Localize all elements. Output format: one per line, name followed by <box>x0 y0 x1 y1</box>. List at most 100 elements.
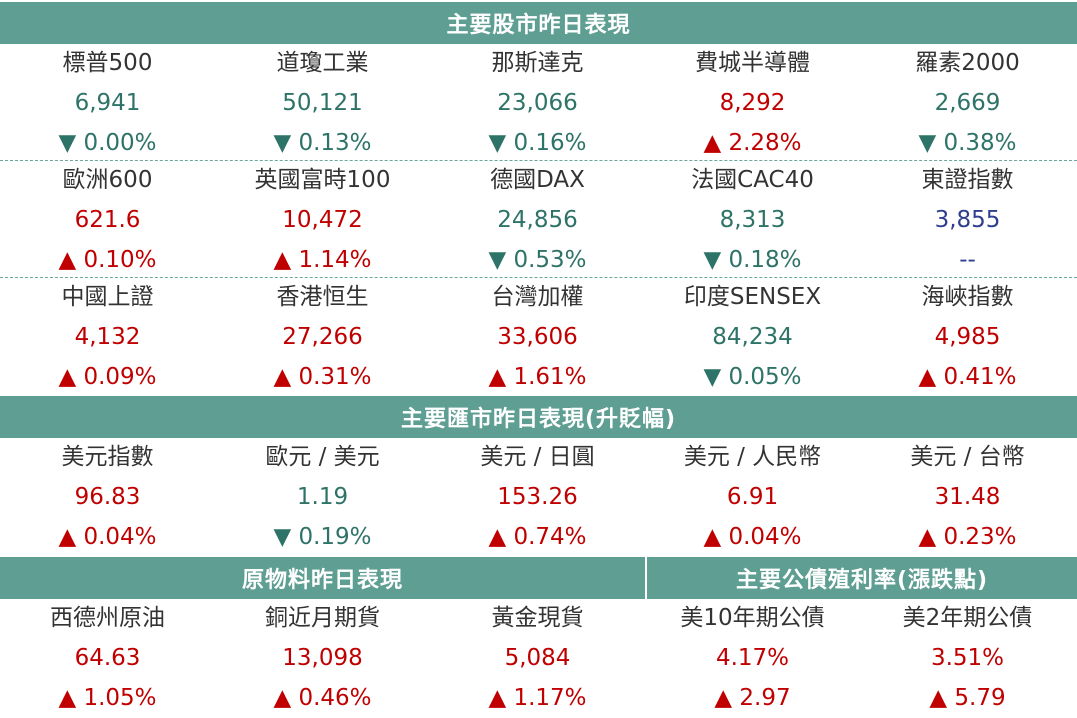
quote-change: ▼ 0.16% <box>488 130 587 156</box>
quote-change: -- <box>959 247 976 273</box>
quote-name: 那斯達克 <box>491 50 584 76</box>
quote-value: 10,472 <box>282 207 363 233</box>
quote-change: ▼ 0.00% <box>58 130 157 156</box>
quote-sox: 費城半導體 8,292 ▲ 2.28% <box>645 44 860 160</box>
quote-name: 歐元 / 美元 <box>265 444 380 470</box>
quote-name: 美2年期公債 <box>902 605 1033 631</box>
commodities-bonds-row: 西德州原油 64.63 ▲ 1.05% 銅近月期貨 13,098 ▲ 0.46%… <box>0 599 1077 715</box>
quote-dax: 德國DAX 24,856 ▼ 0.53% <box>430 161 645 277</box>
quote-us10y: 美10年期公債 4.17% ▲ 2.97 <box>645 599 860 715</box>
quote-value: 6,941 <box>74 90 141 116</box>
quote-change: ▲ 0.10% <box>58 247 157 273</box>
quote-usdtwd: 美元 / 台幣 31.48 ▲ 0.23% <box>860 438 1075 554</box>
stocks-row-1: 標普500 6,941 ▼ 0.00% 道瓊工業 50,121 ▼ 0.13% … <box>0 44 1077 160</box>
quote-value: 2,669 <box>934 90 1001 116</box>
quote-russell2000: 羅素2000 2,669 ▼ 0.38% <box>860 44 1075 160</box>
quote-value: 5,084 <box>504 645 571 671</box>
quote-straits-times: 海峽指數 4,985 ▲ 0.41% <box>860 278 1075 394</box>
quote-change: ▼ 0.19% <box>273 524 372 550</box>
quote-name: 美元 / 台幣 <box>910 444 1025 470</box>
quote-change: ▲ 1.61% <box>488 364 587 390</box>
quote-change: ▼ 0.13% <box>273 130 372 156</box>
quote-value: 6.91 <box>726 484 779 510</box>
quote-value: 31.48 <box>934 484 1001 510</box>
quote-dxy: 美元指數 96.83 ▲ 0.04% <box>0 438 215 554</box>
quote-change: ▲ 0.09% <box>58 364 157 390</box>
quote-value: 27,266 <box>282 324 363 350</box>
quote-name: 羅素2000 <box>915 50 1020 76</box>
quote-change: ▼ 0.53% <box>488 247 587 273</box>
bonds-header: 主要公債殖利率(漲跌點) <box>647 557 1077 599</box>
quote-value: 50,121 <box>282 90 363 116</box>
quote-usdjpy: 美元 / 日圓 153.26 ▲ 0.74% <box>430 438 645 554</box>
quote-change: ▲ 1.14% <box>273 247 372 273</box>
quote-name: 海峽指數 <box>921 284 1014 310</box>
quote-name: 黃金現貨 <box>491 605 584 631</box>
quote-value: 3,855 <box>934 207 1001 233</box>
quote-eurusd: 歐元 / 美元 1.19 ▼ 0.19% <box>215 438 430 554</box>
quote-name: 費城半導體 <box>695 50 810 76</box>
quote-value: 8,313 <box>719 207 786 233</box>
quote-value: 96.83 <box>74 484 141 510</box>
quote-nasdaq: 那斯達克 23,066 ▼ 0.16% <box>430 44 645 160</box>
quote-name: 德國DAX <box>490 167 585 193</box>
quote-change: ▲ 2.97 <box>714 685 791 711</box>
quote-ftse100: 英國富時100 10,472 ▲ 1.14% <box>215 161 430 277</box>
quote-name: 銅近月期貨 <box>265 605 380 631</box>
quote-change: ▼ 0.18% <box>703 247 802 273</box>
quote-change: ▼ 0.05% <box>703 364 802 390</box>
quote-change: ▼ 0.38% <box>918 130 1017 156</box>
quote-value: 3.51% <box>930 645 1005 671</box>
fx-header: 主要匯市昨日表現(升貶幅) <box>0 396 1077 438</box>
quote-change: ▲ 2.28% <box>703 130 802 156</box>
quote-name: 法國CAC40 <box>691 167 814 193</box>
quote-hang-seng: 香港恒生 27,266 ▲ 0.31% <box>215 278 430 394</box>
quote-name: 標普500 <box>62 50 153 76</box>
quote-value: 84,234 <box>712 324 793 350</box>
quote-value: 4,132 <box>74 324 141 350</box>
quote-change: ▲ 0.04% <box>703 524 802 550</box>
quote-sp500: 標普500 6,941 ▼ 0.00% <box>0 44 215 160</box>
quote-sensex: 印度SENSEX 84,234 ▼ 0.05% <box>645 278 860 394</box>
quote-change: ▲ 0.41% <box>918 364 1017 390</box>
quote-name: 美元指數 <box>61 444 154 470</box>
quote-copper: 銅近月期貨 13,098 ▲ 0.46% <box>215 599 430 715</box>
quote-stoxx600: 歐洲600 621.6 ▲ 0.10% <box>0 161 215 277</box>
quote-usdcny: 美元 / 人民幣 6.91 ▲ 0.04% <box>645 438 860 554</box>
quote-name: 英國富時100 <box>254 167 391 193</box>
quote-value: 8,292 <box>719 90 786 116</box>
commodities-header: 原物料昨日表現 <box>0 557 645 599</box>
quote-taiex: 台灣加權 33,606 ▲ 1.61% <box>430 278 645 394</box>
quote-gold: 黃金現貨 5,084 ▲ 1.17% <box>430 599 645 715</box>
stocks-row-3: 中國上證 4,132 ▲ 0.09% 香港恒生 27,266 ▲ 0.31% 台… <box>0 278 1077 394</box>
quote-value: 33,606 <box>497 324 578 350</box>
quote-change: ▲ 1.05% <box>58 685 157 711</box>
quote-value: 1.19 <box>296 484 349 510</box>
quote-name: 歐洲600 <box>62 167 153 193</box>
quote-name: 印度SENSEX <box>683 284 822 310</box>
quote-name: 台灣加權 <box>491 284 584 310</box>
quote-change: ▲ 1.17% <box>488 685 587 711</box>
quote-value: 64.63 <box>74 645 141 671</box>
quote-value: 4,985 <box>934 324 1001 350</box>
fx-row: 美元指數 96.83 ▲ 0.04% 歐元 / 美元 1.19 ▼ 0.19% … <box>0 438 1077 554</box>
quote-value: 4.17% <box>715 645 790 671</box>
quote-change: ▲ 0.46% <box>273 685 372 711</box>
quote-cac40: 法國CAC40 8,313 ▼ 0.18% <box>645 161 860 277</box>
quote-name: 美元 / 日圓 <box>480 444 595 470</box>
quote-change: ▲ 0.23% <box>918 524 1017 550</box>
stocks-row-2: 歐洲600 621.6 ▲ 0.10% 英國富時100 10,472 ▲ 1.1… <box>0 161 1077 277</box>
quote-us2y: 美2年期公債 3.51% ▲ 5.79 <box>860 599 1075 715</box>
quote-dow-jones: 道瓊工業 50,121 ▼ 0.13% <box>215 44 430 160</box>
quote-change: ▲ 0.04% <box>58 524 157 550</box>
quote-topix: 東證指數 3,855 -- <box>860 161 1075 277</box>
quote-name: 道瓊工業 <box>276 50 369 76</box>
quote-value: 23,066 <box>497 90 578 116</box>
row-divider <box>0 160 1077 161</box>
quote-name: 中國上證 <box>61 284 154 310</box>
quote-value: 621.6 <box>74 207 141 233</box>
quote-value: 13,098 <box>282 645 363 671</box>
quote-name: 美10年期公債 <box>680 605 825 631</box>
quote-value: 24,856 <box>497 207 578 233</box>
